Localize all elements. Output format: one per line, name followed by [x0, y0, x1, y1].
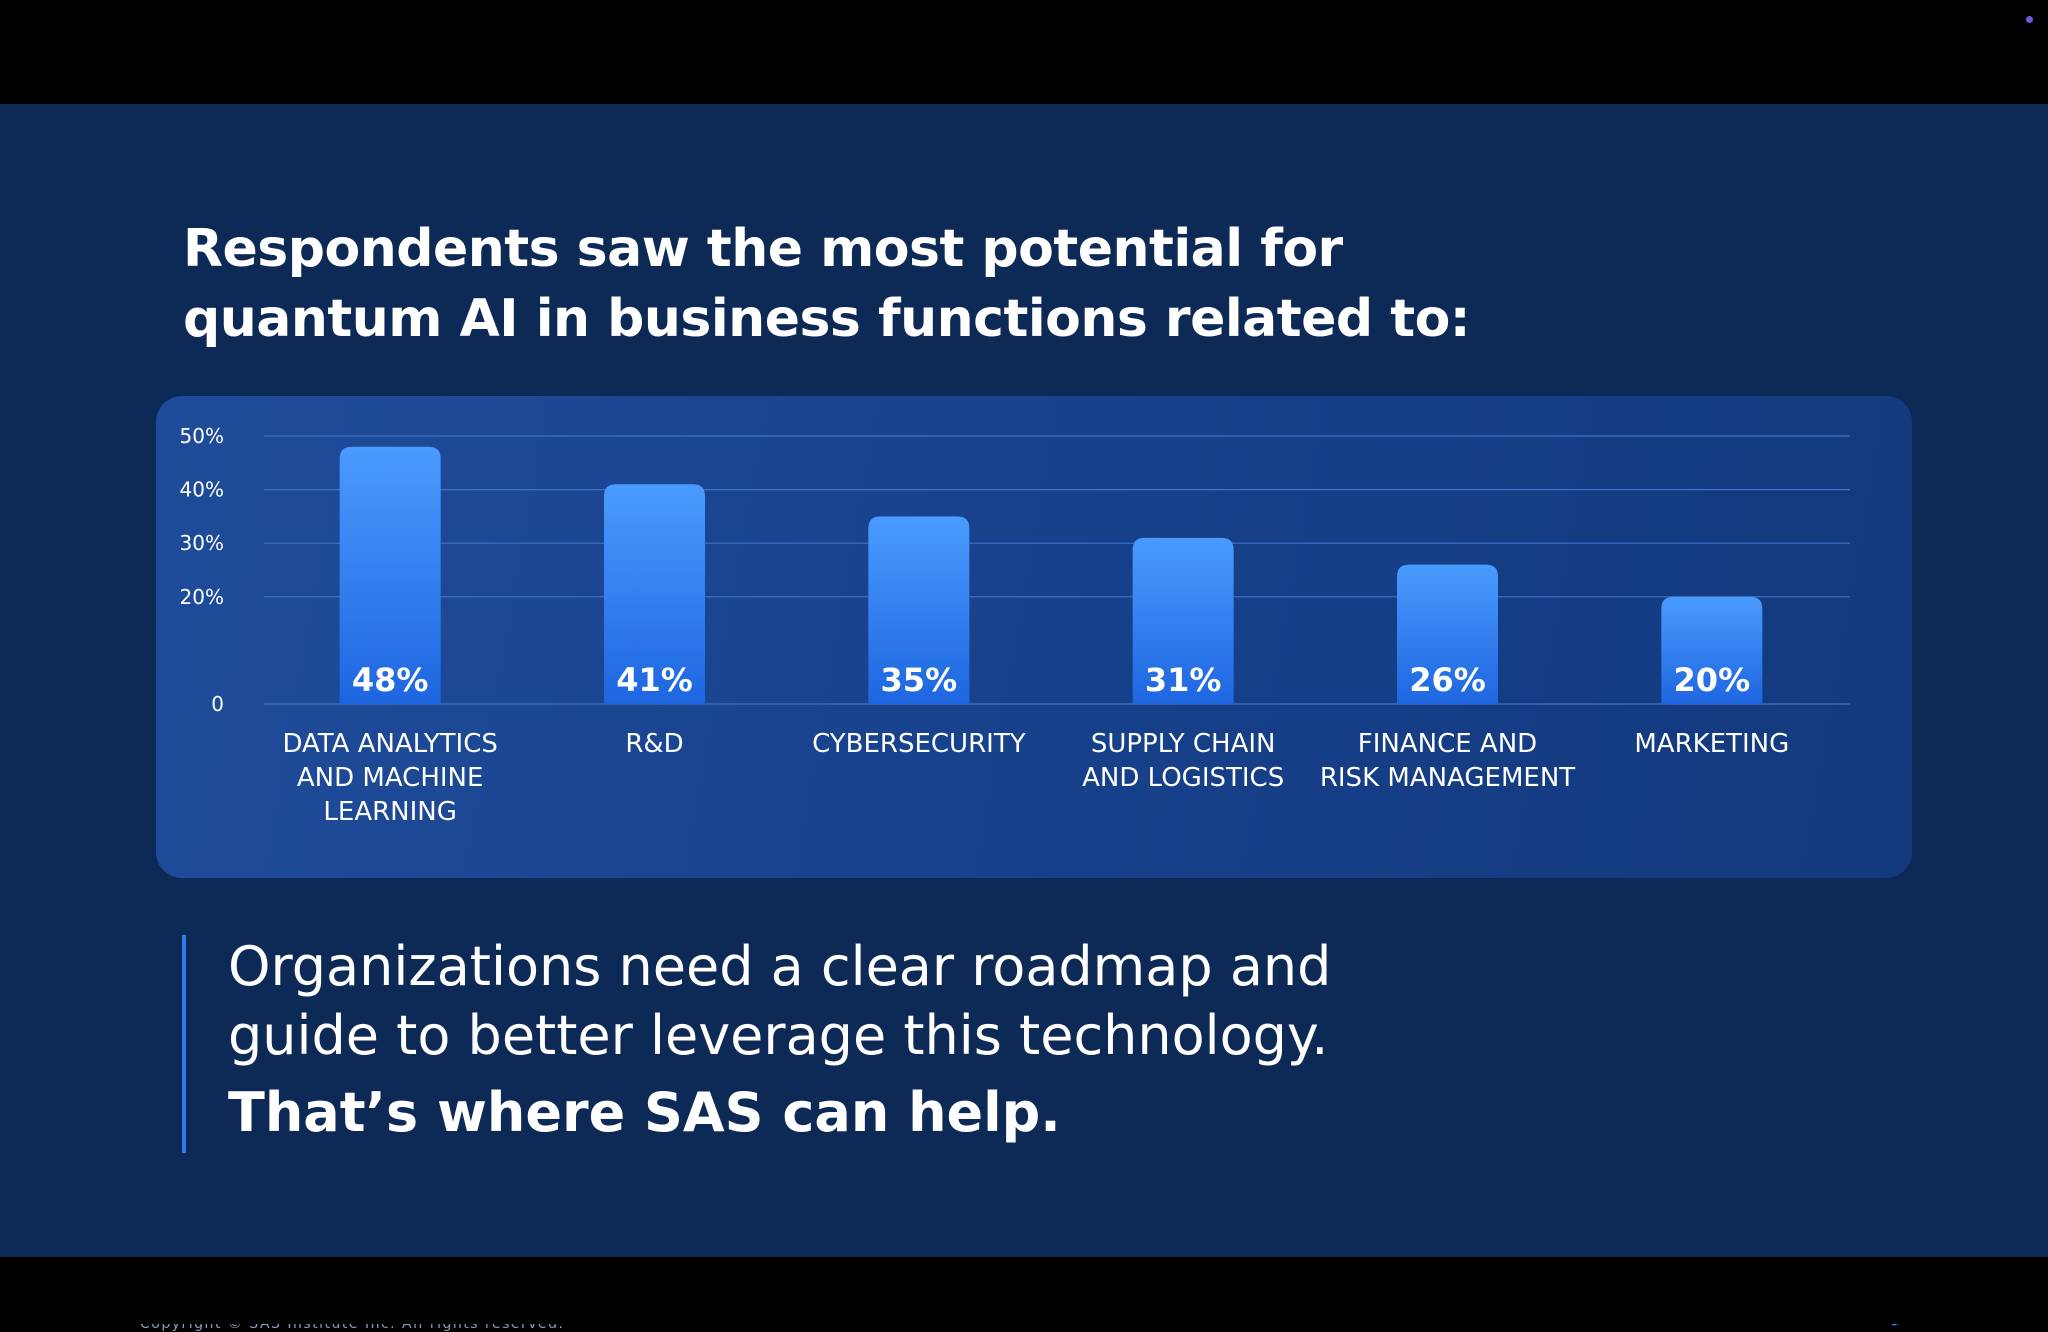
- bar-value-label: 35%: [881, 661, 958, 699]
- indicator-dot: [2026, 16, 2033, 23]
- y-tick-label: 20%: [180, 585, 224, 609]
- category-label: AND MACHINE: [297, 763, 484, 793]
- chart-panel: 0 20% 30% 40% 50% 48% DATA ANALYTICS AND MACHIN…: [156, 396, 1912, 878]
- bar-value-label: 41%: [616, 661, 693, 699]
- category-label: LEARNING: [323, 797, 456, 827]
- category-label: AND LOGISTICS: [1082, 763, 1284, 793]
- top-letterbox: [0, 0, 2048, 104]
- y-tick-label: 40%: [180, 478, 224, 502]
- category-label: R&D: [625, 729, 683, 759]
- category-label: RISK MANAGEMENT: [1320, 763, 1575, 793]
- bar: [339, 446, 441, 704]
- title-line-2: quantum AI in business functions related…: [183, 289, 1471, 349]
- bar: [1132, 537, 1234, 704]
- bar-value-label: 31%: [1145, 661, 1222, 699]
- category-label: CYBERSECURITY: [812, 729, 1026, 759]
- quote-accent-rule: [182, 935, 186, 1153]
- cta-text: That’s where SAS can help.: [228, 1081, 1061, 1144]
- bar-value-label: 26%: [1409, 661, 1486, 699]
- bar: [868, 516, 970, 704]
- y-tick-label: 50%: [180, 424, 224, 448]
- quote-line-1: Organizations need a clear roadmap and: [228, 935, 1332, 998]
- slide-title: Respondents saw the most potential for q…: [183, 214, 1483, 354]
- bar: [1661, 596, 1763, 704]
- y-tick-label: 30%: [180, 531, 224, 555]
- bar-value-label: 20%: [1674, 661, 1751, 699]
- bar: [1397, 564, 1498, 704]
- quote-line-2: guide to better leverage this technology…: [228, 1004, 1329, 1067]
- y-tick-label: 0: [211, 692, 224, 716]
- bar-value-label: 48%: [352, 661, 429, 699]
- bar: [604, 484, 705, 704]
- bottom-letterbox: [0, 1257, 2048, 1324]
- title-line-1: Respondents saw the most potential for: [183, 219, 1343, 279]
- slide: Respondents saw the most potential for q…: [0, 104, 2048, 1332]
- quote-text: Organizations need a clear roadmap and g…: [228, 932, 1528, 1070]
- bar-chart: 0 20% 30% 40% 50% 48% DATA ANALYTICS AND MACHIN…: [180, 424, 1850, 827]
- category-label: MARKETING: [1634, 729, 1789, 759]
- category-label: FINANCE AND: [1358, 729, 1537, 759]
- category-label: DATA ANALYTICS: [282, 729, 497, 759]
- category-label: SUPPLY CHAIN: [1091, 729, 1276, 759]
